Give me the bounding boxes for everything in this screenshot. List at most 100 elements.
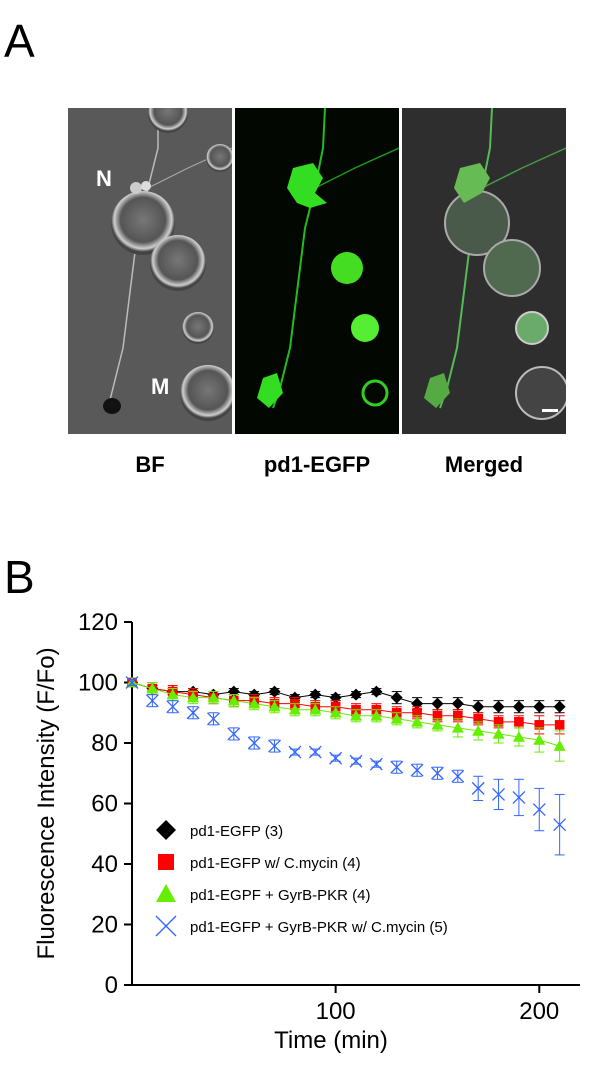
data-point bbox=[533, 700, 546, 713]
data-point bbox=[512, 790, 526, 804]
data-point bbox=[432, 710, 443, 721]
data-point bbox=[268, 685, 281, 698]
x-tick-label: 200 bbox=[519, 998, 559, 1025]
data-point bbox=[227, 727, 241, 741]
y-tick-label: 120 bbox=[78, 609, 118, 636]
data-point bbox=[493, 717, 504, 727]
series-line bbox=[131, 682, 560, 708]
data-point bbox=[472, 724, 485, 736]
y-axis-label: Fluorescence Intensity (F/Fo) bbox=[33, 647, 60, 959]
legend-marker bbox=[155, 915, 177, 937]
data-point bbox=[329, 751, 343, 765]
data-point bbox=[288, 703, 301, 715]
data-point bbox=[554, 720, 565, 730]
data-point bbox=[431, 718, 444, 730]
data-point bbox=[553, 740, 566, 751]
data-point bbox=[492, 700, 505, 713]
x-tick-label: 100 bbox=[316, 998, 356, 1025]
cell-label-n: N bbox=[96, 166, 112, 191]
data-point bbox=[227, 685, 240, 698]
y-tick-label: 40 bbox=[91, 851, 118, 878]
data-point bbox=[411, 715, 424, 727]
chart-series bbox=[125, 676, 567, 856]
data-point bbox=[412, 707, 422, 718]
series-2 bbox=[126, 676, 566, 762]
data-point bbox=[532, 803, 546, 817]
label-bf: BF bbox=[135, 452, 165, 477]
y-tick-label: 100 bbox=[78, 670, 118, 697]
data-point bbox=[492, 727, 505, 739]
series-line bbox=[131, 682, 560, 726]
data-point bbox=[308, 745, 322, 759]
data-point bbox=[146, 682, 159, 694]
data-point bbox=[369, 757, 383, 771]
data-point bbox=[390, 760, 404, 774]
chart-axes: 0 20 40 60 80 100 120 100 200 bbox=[78, 609, 580, 1025]
data-point bbox=[473, 714, 483, 724]
data-point bbox=[125, 676, 139, 689]
data-point bbox=[451, 769, 465, 783]
data-point bbox=[247, 736, 261, 750]
data-point bbox=[431, 697, 444, 710]
data-point bbox=[248, 697, 261, 709]
data-point bbox=[309, 703, 322, 715]
panel-b-letter: B bbox=[4, 551, 35, 603]
label-pd1-egfp: pd1-EGFP bbox=[263, 452, 371, 477]
scale-bar bbox=[542, 409, 558, 412]
legend-label: pd1-EGFP + GyrB-PKR w/ C.mycin (5) bbox=[190, 919, 448, 936]
legend-marker bbox=[156, 820, 176, 840]
data-point bbox=[390, 712, 403, 724]
data-point bbox=[186, 706, 200, 720]
data-point bbox=[268, 700, 281, 712]
data-point bbox=[268, 739, 282, 753]
data-point bbox=[349, 754, 363, 768]
data-point bbox=[533, 733, 546, 745]
data-point bbox=[492, 787, 506, 801]
data-point bbox=[472, 700, 485, 713]
data-point bbox=[288, 745, 302, 759]
y-tick-label: 80 bbox=[91, 730, 118, 757]
data-point bbox=[370, 685, 383, 698]
panel-a-letter: A bbox=[4, 15, 35, 67]
pd1-egfp-image bbox=[235, 108, 399, 434]
legend-marker bbox=[156, 884, 176, 902]
chart-legend: pd1-EGFP (3) pd1-EGFP w/ C.mycin (4) pd1-E… bbox=[155, 820, 448, 937]
data-point bbox=[410, 763, 424, 777]
data-point bbox=[309, 688, 322, 701]
data-point bbox=[350, 709, 362, 721]
data-point bbox=[166, 700, 180, 714]
legend-label: pd1-EGPF + GyrB-PKR (4) bbox=[190, 887, 370, 904]
series-line bbox=[131, 682, 560, 747]
data-point bbox=[451, 721, 464, 733]
data-point bbox=[370, 709, 383, 721]
data-point bbox=[206, 712, 220, 726]
data-point bbox=[512, 700, 525, 713]
data-point bbox=[166, 688, 179, 700]
data-point bbox=[187, 691, 200, 703]
data-point bbox=[350, 688, 362, 701]
y-tick-label: 20 bbox=[91, 912, 118, 939]
legend-label: pd1-EGFP (3) bbox=[190, 823, 283, 840]
legend-marker bbox=[158, 854, 174, 870]
data-point bbox=[430, 766, 444, 780]
data-point bbox=[512, 730, 525, 742]
label-merged: Merged bbox=[444, 452, 524, 477]
data-point bbox=[514, 717, 524, 727]
data-point bbox=[453, 710, 463, 721]
data-point bbox=[329, 706, 342, 718]
x-axis-label: Time (min) bbox=[274, 1027, 388, 1054]
brightfield-image bbox=[68, 108, 232, 434]
data-point bbox=[553, 700, 566, 713]
data-point bbox=[145, 694, 159, 708]
y-tick-label: 0 bbox=[105, 972, 118, 999]
data-point bbox=[227, 694, 240, 706]
data-point bbox=[390, 691, 403, 704]
cell-label-m: M bbox=[151, 374, 170, 399]
merged-image bbox=[402, 108, 566, 434]
series-3 bbox=[125, 676, 567, 856]
data-point bbox=[207, 691, 220, 703]
data-point bbox=[553, 818, 567, 832]
legend-label: pd1-EGFP w/ C.mycin (4) bbox=[190, 855, 361, 872]
data-point bbox=[471, 781, 485, 795]
